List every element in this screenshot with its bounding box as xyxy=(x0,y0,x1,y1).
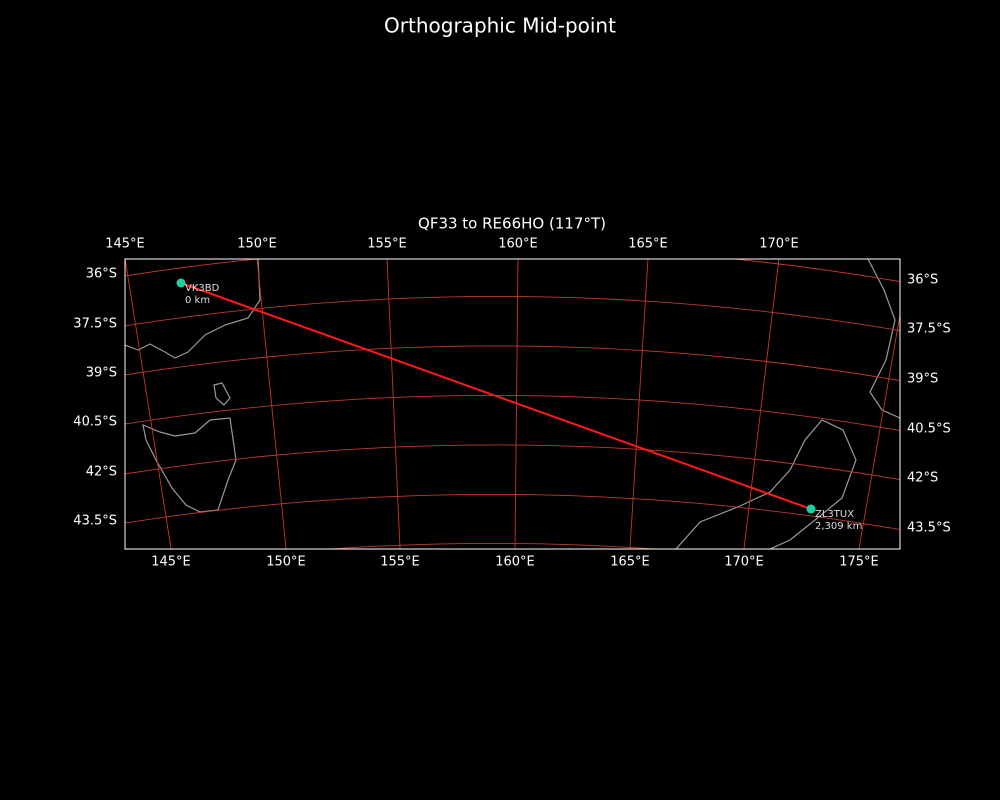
right-lat-label: 42°S xyxy=(907,471,938,486)
station-marker xyxy=(806,504,816,514)
parallel xyxy=(323,542,661,549)
station-call: VK3BD xyxy=(185,283,220,294)
north-island-coast xyxy=(867,259,900,419)
right-lat-label: 39°S xyxy=(907,372,938,387)
top-lon-label: 150°E xyxy=(237,237,277,252)
meridian xyxy=(514,259,519,549)
map-frame xyxy=(124,258,901,550)
right-lat-label: 36°S xyxy=(907,273,938,288)
bottom-lon-label: 160°E xyxy=(495,555,535,570)
left-lat-label: 39°S xyxy=(86,366,117,381)
bottom-lon-label: 150°E xyxy=(266,555,306,570)
parallel xyxy=(125,493,900,531)
bottom-lon-label: 145°E xyxy=(151,555,191,570)
parallel xyxy=(125,444,900,481)
left-lat-label: 36°S xyxy=(86,267,117,282)
bottom-lon-label: 165°E xyxy=(610,555,650,570)
map-subtitle: QF33 to RE66HO (117°T) xyxy=(418,215,606,233)
left-lat-label: 37.5°S xyxy=(73,317,117,332)
left-lat-label: 43.5°S xyxy=(73,514,117,529)
top-lon-label: 145°E xyxy=(105,237,145,252)
meridian xyxy=(858,312,900,549)
route-line xyxy=(180,282,812,510)
top-lon-label: 160°E xyxy=(498,237,538,252)
right-lat-label: 43.5°S xyxy=(907,521,951,536)
flinders-island xyxy=(213,382,231,406)
australia-coast xyxy=(125,259,261,359)
top-lon-label: 170°E xyxy=(759,237,799,252)
right-lat-label: 40.5°S xyxy=(907,422,951,437)
bottom-lon-label: 170°E xyxy=(724,555,764,570)
tasmania-coast xyxy=(142,417,237,513)
coastlines xyxy=(125,259,900,549)
bottom-lon-label: 155°E xyxy=(380,555,420,570)
parallel xyxy=(125,394,900,432)
meridian xyxy=(743,259,780,549)
bottom-lon-label: 175°E xyxy=(839,555,879,570)
parallel xyxy=(125,296,900,332)
south-island-coast xyxy=(675,419,857,549)
meridian xyxy=(256,259,287,549)
left-lat-label: 40.5°S xyxy=(73,415,117,430)
top-lon-label: 155°E xyxy=(367,237,407,252)
top-lon-label: 165°E xyxy=(628,237,668,252)
station-distance: 0 km xyxy=(185,295,210,306)
station-distance: 2,309 km xyxy=(815,521,862,532)
left-lat-label: 42°S xyxy=(86,465,117,480)
meridian xyxy=(386,259,401,549)
figure-title: Orthographic Mid-point xyxy=(384,14,616,38)
station-call: ZL3TUX xyxy=(815,509,854,520)
parallel xyxy=(125,345,900,382)
parallel xyxy=(125,259,900,283)
right-lat-label: 37.5°S xyxy=(907,322,951,337)
meridian xyxy=(629,259,649,549)
station-marker xyxy=(176,278,186,288)
